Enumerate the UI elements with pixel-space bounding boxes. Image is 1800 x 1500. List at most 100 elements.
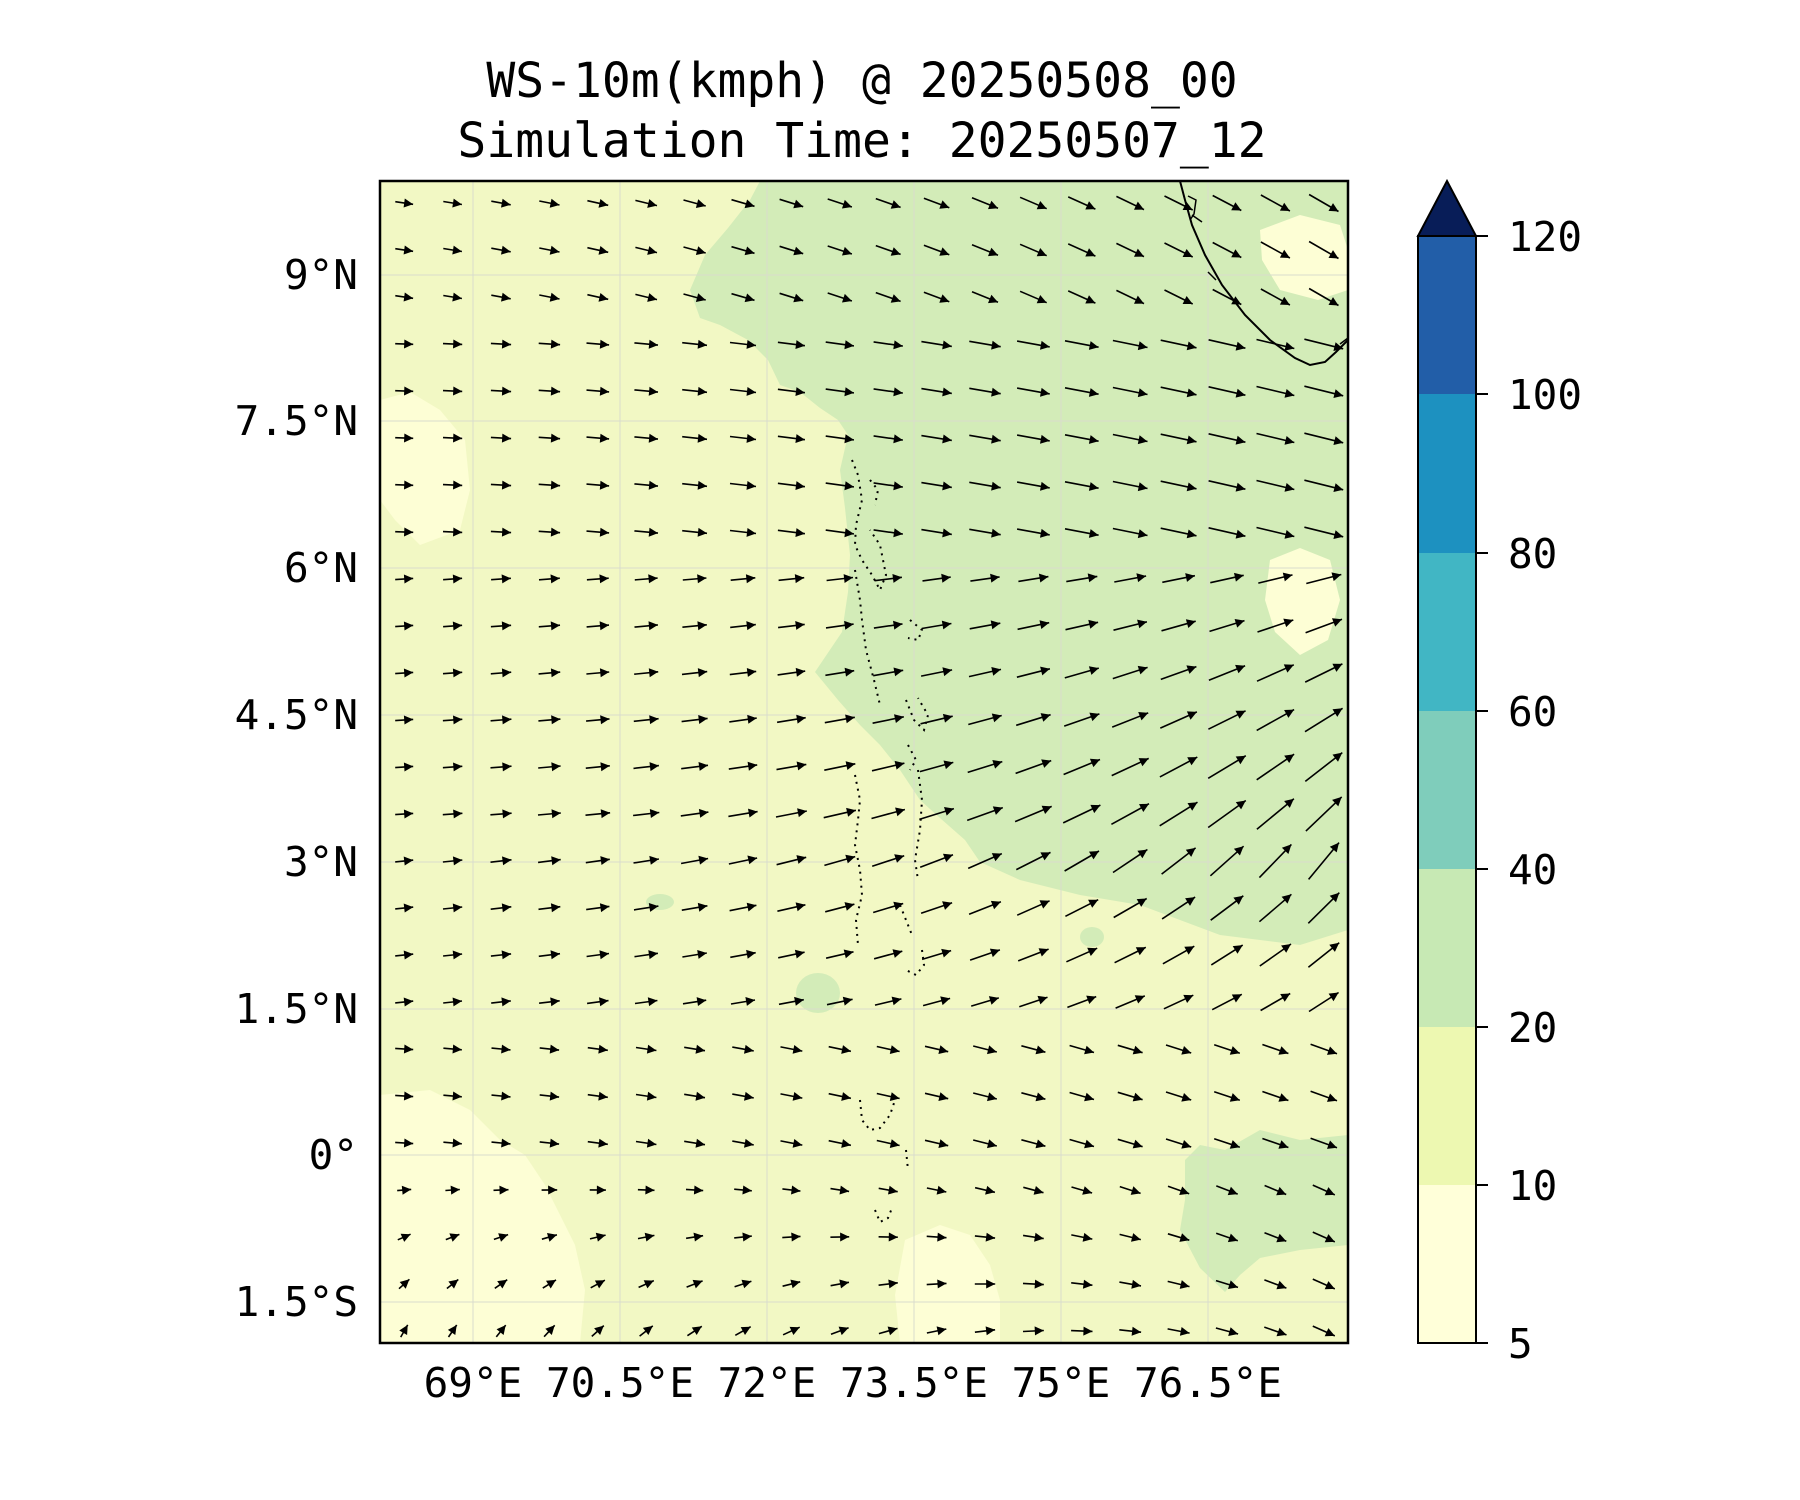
wind-arrow-head: [1276, 1186, 1287, 1196]
wind-arrow-head: [744, 1044, 754, 1054]
wind-arrow-head: [698, 808, 709, 818]
wind-arrow-head: [990, 900, 1001, 910]
wind-arrow-head: [550, 433, 561, 443]
wind-arrow-head: [938, 1139, 949, 1148]
wind-arrow-head: [501, 339, 512, 349]
wind-arrow-head: [1139, 803, 1149, 812]
wind-arrow-head: [599, 339, 610, 349]
wind-arrow-head: [549, 292, 560, 302]
wind-arrow-head: [697, 386, 707, 396]
wind-arrow-head: [1333, 389, 1344, 398]
wind-arrow-head: [403, 574, 414, 584]
wind-arrow-head: [1229, 1093, 1240, 1102]
wind-arrow-head: [1040, 666, 1050, 676]
wind-arrow-head: [695, 293, 706, 302]
wind-arrow-head: [647, 246, 657, 255]
wind-arrow-head: [985, 1326, 996, 1336]
wind-arrow-head: [1235, 529, 1246, 539]
wind-arrow-head: [599, 386, 610, 396]
wind-arrow-head: [1228, 1327, 1239, 1336]
wind-arrow-head: [1187, 802, 1198, 811]
wind-arrow-head: [1039, 900, 1050, 909]
wind-arrow-head: [988, 247, 998, 257]
wind-arrow-head: [501, 1091, 511, 1101]
wind-arrow-head: [1179, 1327, 1190, 1336]
wind-arrow-head: [502, 715, 512, 725]
wind-arrow-head: [642, 1325, 653, 1335]
wind-arrow-head: [598, 1091, 608, 1101]
wind-arrow-head: [403, 621, 414, 631]
wind-arrow-head: [795, 340, 805, 349]
wind-arrow-head: [746, 481, 756, 490]
wind-arrow-head: [549, 245, 560, 255]
wind-arrow-head: [404, 480, 414, 490]
x-axis-tick-labels: 69°E 70.5°E 72°E 73.5°E 75°E 76.5°E: [424, 1359, 1282, 1407]
stronger-wind-zone-east: [690, 181, 1348, 945]
wind-arrow-head: [1327, 1093, 1337, 1102]
wind-arrow-head: [598, 1044, 608, 1054]
colorbar-extend-triangle: [1416, 178, 1478, 237]
wind-arrow-head: [1089, 851, 1099, 860]
wind-arrow-head: [501, 198, 511, 208]
wind-arrow-head: [942, 434, 952, 444]
wind-arrow-head: [1329, 892, 1340, 903]
wind-arrow-head: [1034, 1279, 1044, 1289]
wind-arrow-head: [1038, 573, 1049, 583]
wind-arrow-head: [501, 386, 512, 396]
wind-arrow-head: [844, 528, 854, 538]
wind-arrow-head: [1186, 388, 1197, 398]
wind-arrow-head: [551, 809, 561, 819]
wind-arrow-head: [697, 574, 707, 584]
wind-arrow-head: [452, 950, 463, 960]
wind-arrow-head: [449, 1233, 460, 1242]
wind-arrow-head: [1033, 1186, 1044, 1195]
wind-arrow-head: [1186, 665, 1197, 674]
wind-arrow-head: [1087, 573, 1098, 583]
wind-arrow-head: [1329, 842, 1339, 853]
wind-arrow-head: [842, 246, 852, 256]
wind-arrow-head: [1083, 1326, 1093, 1336]
wind-arrow-head: [894, 854, 905, 863]
y-tick-label: 4.5°N: [235, 691, 358, 739]
wind-arrow-head: [744, 1138, 754, 1148]
wind-arrow-head: [1134, 248, 1144, 257]
wind-arrow-head: [452, 1091, 462, 1101]
wind-arrow-head: [1280, 993, 1291, 1002]
wind-arrow-head: [403, 198, 414, 208]
wind-arrow-head: [644, 1232, 655, 1242]
y-tick-label: 6°N: [284, 544, 358, 592]
wind-arrow-head: [1328, 297, 1339, 306]
stronger-wind-blob: [796, 973, 840, 1013]
wind-arrow-head: [404, 527, 414, 537]
wind-arrow-head: [890, 294, 901, 303]
wind-arrow-head: [940, 996, 951, 1006]
wind-arrow-head: [649, 855, 659, 865]
wind-arrow-head: [598, 199, 609, 208]
wind-arrow-head: [1037, 995, 1048, 1005]
wind-arrow-head: [844, 902, 855, 911]
wind-arrow-head: [1086, 995, 1097, 1004]
wind-arrow-head: [1082, 1186, 1093, 1195]
wind-arrow-head: [742, 1232, 752, 1242]
wind-arrow-head: [741, 1279, 752, 1289]
wind-arrow-head: [1085, 295, 1096, 304]
wind-arrow-head: [1179, 1280, 1190, 1289]
wind-arrow-head: [843, 574, 853, 583]
wind-arrow-head: [746, 668, 757, 677]
wind-arrow-head: [893, 434, 903, 444]
wind-arrow-head: [992, 806, 1003, 815]
wind-arrow-head: [1284, 709, 1295, 718]
wind-arrow-head: [595, 1232, 606, 1242]
wind-arrow-head: [745, 574, 756, 584]
wind-arrow-head: [988, 294, 998, 304]
wind-arrow-head: [499, 1185, 509, 1195]
wind-arrow-head: [1231, 296, 1242, 305]
wind-arrow-head: [795, 481, 805, 490]
wind-arrow-head: [746, 949, 756, 959]
wind-arrow-head: [1279, 249, 1290, 258]
wind-arrow-head: [501, 668, 512, 678]
wind-arrow-head: [648, 668, 659, 678]
wind-arrow-head: [892, 574, 902, 583]
coastline-india: [1179, 180, 1349, 367]
wind-arrow-head: [648, 621, 658, 631]
